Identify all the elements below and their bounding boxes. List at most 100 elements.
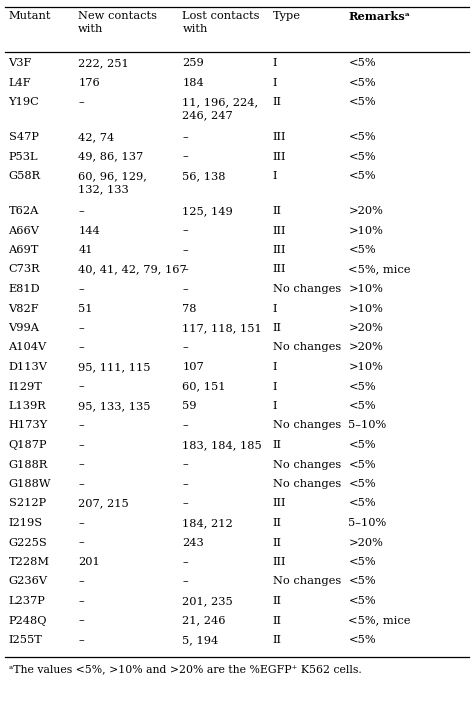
Text: I: I: [273, 58, 277, 68]
Text: –: –: [182, 420, 188, 431]
Text: No changes: No changes: [273, 577, 341, 587]
Text: III: III: [273, 245, 286, 255]
Text: 56, 138: 56, 138: [182, 171, 226, 181]
Text: L139R: L139R: [9, 401, 46, 411]
Text: >20%: >20%: [348, 206, 383, 216]
Text: 5–10%: 5–10%: [348, 518, 387, 528]
Text: 184: 184: [182, 78, 204, 88]
Text: –: –: [78, 616, 84, 626]
Text: –: –: [78, 538, 84, 547]
Text: 78: 78: [182, 304, 197, 313]
Text: >20%: >20%: [348, 343, 383, 353]
Text: V99A: V99A: [9, 323, 39, 333]
Text: <5%: <5%: [348, 635, 376, 645]
Text: II: II: [273, 538, 282, 547]
Text: II: II: [273, 635, 282, 645]
Text: –: –: [182, 264, 188, 274]
Text: III: III: [273, 132, 286, 142]
Text: <5%: <5%: [348, 97, 376, 107]
Text: –: –: [78, 518, 84, 528]
Text: P248Q: P248Q: [9, 616, 47, 626]
Text: L4F: L4F: [9, 78, 31, 88]
Text: 183, 184, 185: 183, 184, 185: [182, 440, 262, 450]
Text: Mutant: Mutant: [9, 11, 51, 21]
Text: V3F: V3F: [9, 58, 32, 68]
Text: T62A: T62A: [9, 206, 39, 216]
Text: C73R: C73R: [9, 264, 40, 274]
Text: ᵃThe values <5%, >10% and >20% are the %EGFP⁺ K562 cells.: ᵃThe values <5%, >10% and >20% are the %…: [9, 665, 361, 675]
Text: –: –: [182, 498, 188, 508]
Text: –: –: [78, 382, 84, 392]
Text: 144: 144: [78, 225, 100, 235]
Text: <5%: <5%: [348, 401, 376, 411]
Text: S47P: S47P: [9, 132, 38, 142]
Text: –: –: [182, 284, 188, 294]
Text: >10%: >10%: [348, 362, 383, 372]
Text: Type: Type: [273, 11, 301, 21]
Text: –: –: [182, 225, 188, 235]
Text: Q187P: Q187P: [9, 440, 47, 450]
Text: T228M: T228M: [9, 557, 49, 567]
Text: –: –: [182, 557, 188, 567]
Text: 5–10%: 5–10%: [348, 420, 387, 431]
Text: 40, 41, 42, 79, 167: 40, 41, 42, 79, 167: [78, 264, 187, 274]
Text: –: –: [182, 577, 188, 587]
Text: –: –: [182, 245, 188, 255]
Text: 243: 243: [182, 538, 204, 547]
Text: I: I: [273, 362, 277, 372]
Text: –: –: [182, 151, 188, 161]
Text: I: I: [273, 304, 277, 313]
Text: <5%: <5%: [348, 132, 376, 142]
Text: A66V: A66V: [9, 225, 39, 235]
Text: I: I: [273, 382, 277, 392]
Text: –: –: [78, 343, 84, 353]
Text: –: –: [78, 459, 84, 469]
Text: II: II: [273, 440, 282, 450]
Text: I219S: I219S: [9, 518, 43, 528]
Text: 201, 235: 201, 235: [182, 596, 233, 606]
Text: 51: 51: [78, 304, 93, 313]
Text: 59: 59: [182, 401, 197, 411]
Text: –: –: [182, 132, 188, 142]
Text: <5%: <5%: [348, 498, 376, 508]
Text: E81D: E81D: [9, 284, 40, 294]
Text: –: –: [78, 479, 84, 489]
Text: G188W: G188W: [9, 479, 51, 489]
Text: II: II: [273, 323, 282, 333]
Text: Lost contacts
with: Lost contacts with: [182, 11, 260, 34]
Text: 201: 201: [78, 557, 100, 567]
Text: II: II: [273, 616, 282, 626]
Text: <5%, mice: <5%, mice: [348, 616, 411, 626]
Text: G58R: G58R: [9, 171, 41, 181]
Text: III: III: [273, 151, 286, 161]
Text: <5%: <5%: [348, 440, 376, 450]
Text: 49, 86, 137: 49, 86, 137: [78, 151, 144, 161]
Text: >10%: >10%: [348, 225, 383, 235]
Text: D113V: D113V: [9, 362, 47, 372]
Text: H173Y: H173Y: [9, 420, 48, 431]
Text: <5%: <5%: [348, 245, 376, 255]
Text: II: II: [273, 518, 282, 528]
Text: –: –: [78, 577, 84, 587]
Text: III: III: [273, 264, 286, 274]
Text: G188R: G188R: [9, 459, 48, 469]
Text: <5%: <5%: [348, 596, 376, 606]
Text: 60, 151: 60, 151: [182, 382, 226, 392]
Text: II: II: [273, 97, 282, 107]
Text: A104V: A104V: [9, 343, 47, 353]
Text: 60, 96, 129,
132, 133: 60, 96, 129, 132, 133: [78, 171, 147, 194]
Text: –: –: [182, 343, 188, 353]
Text: III: III: [273, 498, 286, 508]
Text: –: –: [78, 284, 84, 294]
Text: 125, 149: 125, 149: [182, 206, 233, 216]
Text: 21, 246: 21, 246: [182, 616, 226, 626]
Text: –: –: [78, 635, 84, 645]
Text: S212P: S212P: [9, 498, 46, 508]
Text: >20%: >20%: [348, 538, 383, 547]
Text: >10%: >10%: [348, 304, 383, 313]
Text: G225S: G225S: [9, 538, 47, 547]
Text: <5%: <5%: [348, 557, 376, 567]
Text: 222, 251: 222, 251: [78, 58, 129, 68]
Text: New contacts
with: New contacts with: [78, 11, 157, 34]
Text: L237P: L237P: [9, 596, 46, 606]
